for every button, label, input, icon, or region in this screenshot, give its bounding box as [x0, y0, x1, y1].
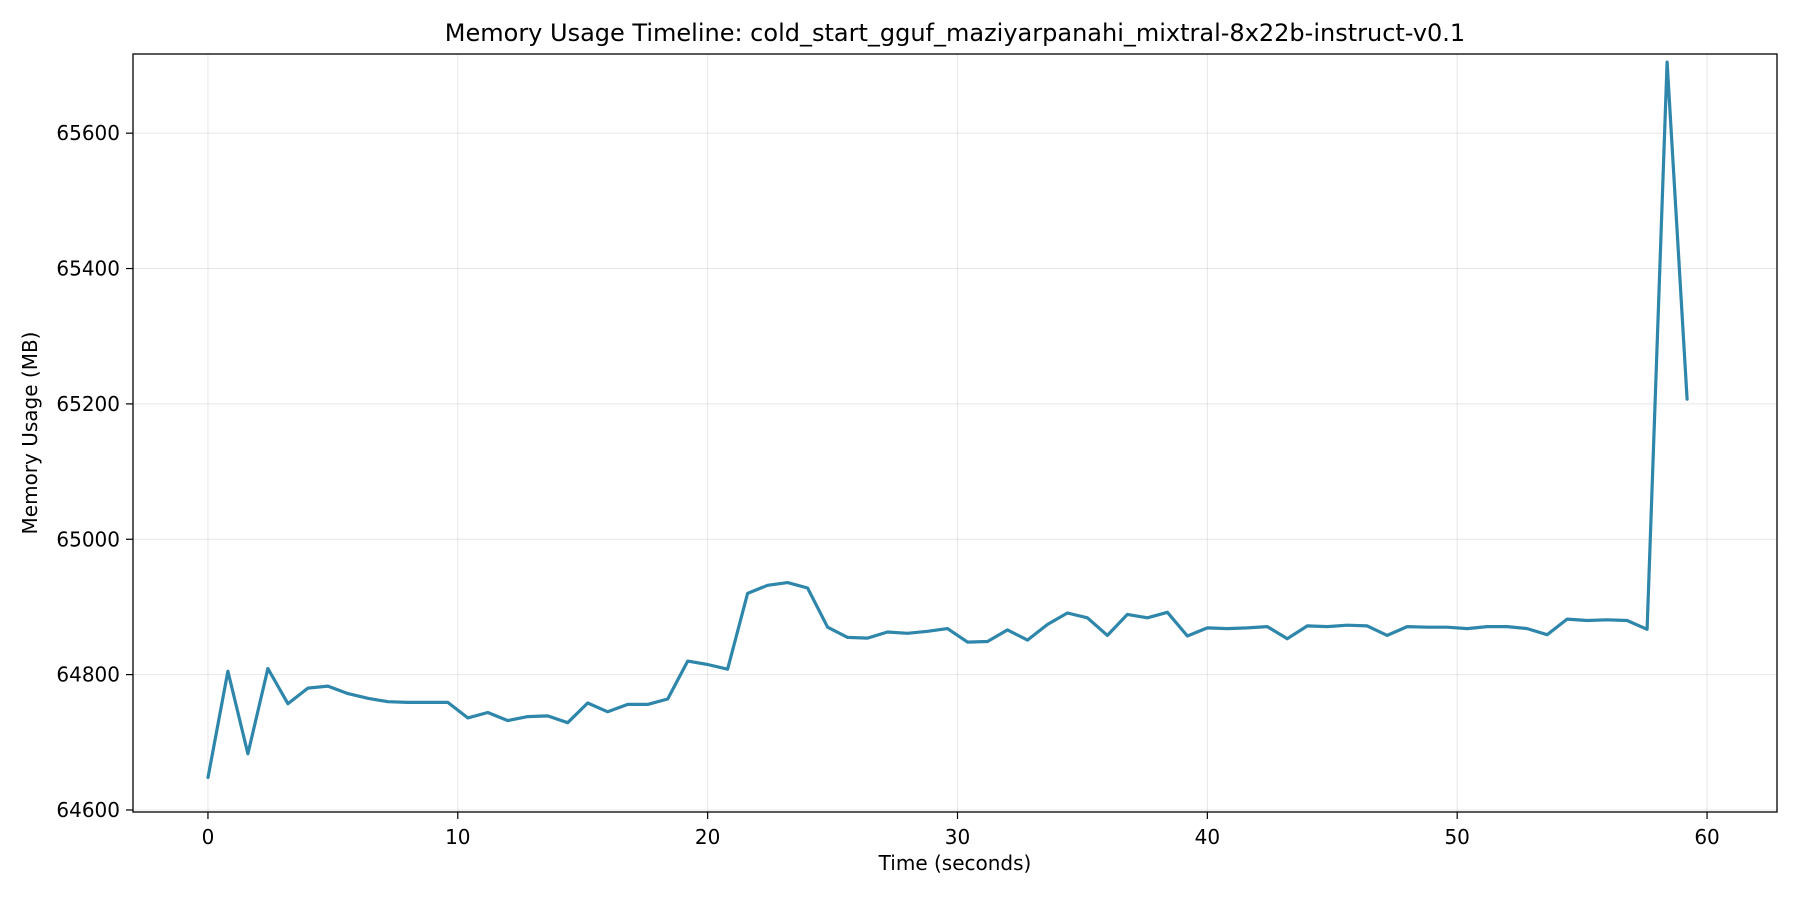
x-tick-label: 50 — [1444, 825, 1469, 849]
y-tick-label: 65200 — [56, 392, 120, 416]
x-axis-label: Time (seconds) — [878, 851, 1032, 875]
x-tick-label: 40 — [1195, 825, 1220, 849]
y-tick-label: 64800 — [56, 663, 120, 687]
y-tick-label: 65000 — [56, 527, 120, 551]
y-tick-label: 64600 — [56, 798, 120, 822]
x-tick-label: 0 — [202, 825, 215, 849]
y-tick-label: 65600 — [56, 121, 120, 145]
x-axis: 0 10 20 30 40 50 60 — [202, 812, 1720, 849]
memory-usage-line — [206, 60, 1689, 780]
y-axis: 64600 64800 65000 65200 65400 65600 — [56, 121, 133, 822]
x-tick-label: 60 — [1694, 825, 1719, 849]
y-tick-label: 65400 — [56, 257, 120, 281]
y-axis-label: Memory Usage (MB) — [18, 332, 42, 535]
chart-title: Memory Usage Timeline: cold_start_gguf_m… — [445, 19, 1465, 47]
plot-frame — [132, 53, 1778, 813]
x-tick-label: 20 — [695, 825, 720, 849]
x-tick-label: 30 — [945, 825, 970, 849]
grid-lines — [133, 54, 1777, 812]
x-tick-label: 10 — [445, 825, 470, 849]
series-layer — [206, 60, 1689, 780]
